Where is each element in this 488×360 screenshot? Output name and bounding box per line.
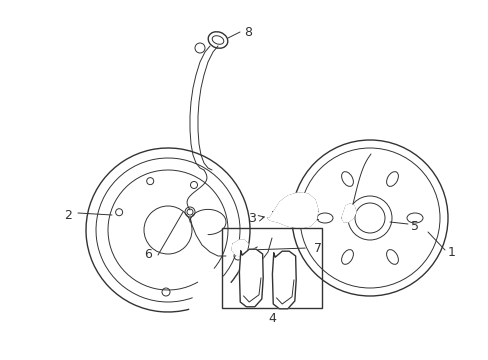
Polygon shape	[231, 240, 247, 256]
Polygon shape	[341, 204, 355, 222]
Text: 8: 8	[244, 26, 251, 39]
Text: 4: 4	[267, 311, 275, 324]
Polygon shape	[272, 251, 296, 309]
Text: 6: 6	[144, 248, 152, 261]
Text: 7: 7	[313, 242, 321, 255]
Polygon shape	[239, 249, 263, 307]
Text: 1: 1	[447, 246, 455, 258]
Polygon shape	[267, 193, 317, 228]
Bar	[222, 228, 321, 308]
Text: 3: 3	[247, 212, 255, 225]
Text: 5: 5	[410, 220, 418, 233]
Text: 2: 2	[64, 208, 72, 221]
